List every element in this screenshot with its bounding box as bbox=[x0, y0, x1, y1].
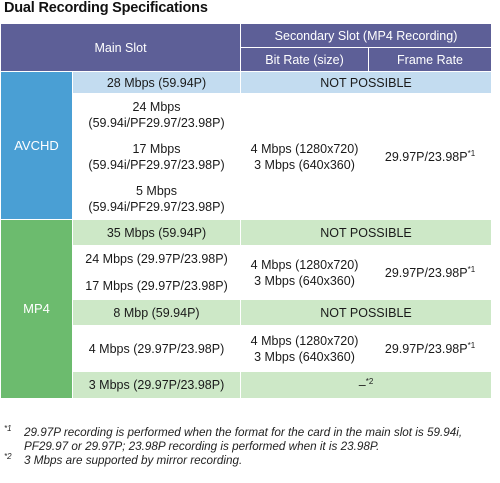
header-bit-rate: Bit Rate (size) bbox=[240, 47, 370, 72]
mp4-main-35: 35 Mbps (59.94P) bbox=[71, 219, 242, 246]
avchd-frame-rate: 29.97P/23.98P*1 bbox=[368, 93, 493, 220]
page-title: Dual Recording Specifications bbox=[4, 0, 208, 16]
mp4-group2-bitrate-720: 4 Mbps (1280x720) bbox=[250, 333, 359, 348]
footnote-2-marker: *2 bbox=[4, 452, 12, 462]
avchd-bitrate: 4 Mbps (1280x720) 3 Mbps (640x360) bbox=[240, 93, 370, 220]
avchd-secondary-not-possible: NOT POSSIBLE bbox=[240, 71, 493, 94]
footnote-1-mark: *1 bbox=[4, 424, 24, 454]
table-row: 24 Mbps (29.97P/23.98P) 4 Mbps (1280x720… bbox=[1, 245, 493, 300]
mp4-group1-frame-rate-value: 29.97P/23.98P bbox=[384, 265, 468, 280]
avchd-main-5: 5 Mbps (59.94i/PF29.97/23.98P) bbox=[71, 177, 242, 220]
table-row: 5 Mbps (59.94i/PF29.97/23.98P) bbox=[1, 177, 492, 220]
mp4-secondary-mirror-value: – bbox=[358, 378, 366, 392]
avchd-bitrate-720: 4 Mbps (1280x720) bbox=[250, 141, 359, 156]
avchd-label: AVCHD bbox=[0, 71, 73, 220]
mp4-main-4: 4 Mbps (29.97P/23.98P) bbox=[71, 325, 242, 372]
avchd-main-24-rate: 24 Mbps bbox=[132, 99, 181, 114]
mp4-main-3: 3 Mbps (29.97P/23.98P) bbox=[71, 371, 242, 399]
subheader-row: Bit Rate (size) Frame Rate bbox=[1, 47, 493, 72]
footnote-ref: *1 bbox=[467, 264, 476, 274]
table-row: 4 Mbps (29.97P/23.98P) 4 Mbps (1280x720)… bbox=[1, 325, 493, 372]
footnote-1-marker: *1 bbox=[4, 424, 12, 434]
mp4-group2-frame-rate-value: 29.97P/23.98P bbox=[384, 341, 468, 356]
avchd-main-5-rate: 5 Mbps bbox=[136, 183, 177, 198]
header-row: Main Slot Secondary Slot (MP4 Recording) bbox=[0, 23, 493, 72]
mp4-group2-bitrate-360: 3 Mbps (640x360) bbox=[254, 349, 355, 364]
header-frame-rate: Frame Rate bbox=[368, 47, 493, 72]
mp4-group1-frame-rate: 29.97P/23.98P*1 bbox=[368, 245, 493, 300]
avchd-main-5-formats: (59.94i/PF29.97/23.98P) bbox=[88, 199, 225, 214]
mp4-label: MP4 bbox=[0, 219, 73, 399]
mp4-secondary-not-possible-1: NOT POSSIBLE bbox=[240, 219, 493, 246]
footnote-2: *2 3 Mbps are supported by mirror record… bbox=[4, 452, 494, 468]
footnote-ref: *1 bbox=[467, 340, 476, 350]
footnote-1: *1 29.97P recording is performed when th… bbox=[4, 424, 494, 454]
specifications-table: Main Slot Secondary Slot (MP4 Recording)… bbox=[0, 23, 493, 399]
avchd-bitrate-360: 3 Mbps (640x360) bbox=[254, 157, 355, 172]
avchd-main-17-formats: (59.94i/PF29.97/23.98P) bbox=[88, 157, 225, 172]
table-row: 3 Mbps (29.97P/23.98P) –*2 bbox=[1, 371, 493, 399]
header-secondary-slot: Secondary Slot (MP4 Recording) bbox=[240, 23, 493, 48]
mp4-group1-bitrate-720: 4 Mbps (1280x720) bbox=[250, 257, 359, 272]
avchd-main-28: 28 Mbps (59.94P) bbox=[71, 71, 242, 94]
mp4-main-17: 17 Mbps (29.97P/23.98P) bbox=[71, 272, 242, 300]
avchd-main-24: 24 Mbps (59.94i/PF29.97/23.98P) bbox=[71, 93, 242, 136]
mp4-secondary-not-possible-2: NOT POSSIBLE bbox=[240, 299, 493, 326]
avchd-main-17-rate: 17 Mbps bbox=[132, 141, 181, 156]
footnotes: *1 29.97P recording is performed when th… bbox=[4, 424, 494, 468]
mp4-main-8: 8 Mbp (59.94P) bbox=[71, 299, 242, 326]
avchd-main-24-formats: (59.94i/PF29.97/23.98P) bbox=[88, 115, 225, 130]
table-row: 24 Mbps (59.94i/PF29.97/23.98P) 4 Mbps (… bbox=[1, 93, 493, 220]
footnote-ref: *1 bbox=[467, 148, 476, 158]
table-row: MP4 35 Mbps (59.94P) NOT POSSIBLE bbox=[0, 219, 493, 399]
mp4-main-24: 24 Mbps (29.97P/23.98P) bbox=[71, 245, 242, 273]
avchd-main-17: 17 Mbps (59.94i/PF29.97/23.98P) bbox=[71, 135, 242, 178]
avchd-frame-rate-value: 29.97P/23.98P bbox=[384, 149, 468, 164]
mp4-secondary-mirror: –*2 bbox=[240, 371, 493, 399]
footnote-ref: *2 bbox=[365, 376, 374, 386]
mp4-group2-frame-rate: 29.97P/23.98P*1 bbox=[368, 325, 493, 372]
footnote-2-mark: *2 bbox=[4, 452, 24, 468]
table-row: 17 Mbps (29.97P/23.98P) bbox=[1, 272, 492, 300]
mp4-group1-bitrate-360: 3 Mbps (640x360) bbox=[254, 273, 355, 288]
header-main-slot: Main Slot bbox=[0, 23, 242, 72]
footnote-1-text: 29.97P recording is performed when the f… bbox=[24, 426, 463, 453]
mp4-group2-bitrate: 4 Mbps (1280x720) 3 Mbps (640x360) bbox=[240, 325, 370, 372]
mp4-group1-bitrate: 4 Mbps (1280x720) 3 Mbps (640x360) bbox=[240, 245, 370, 300]
table-row: 8 Mbp (59.94P) NOT POSSIBLE bbox=[1, 299, 493, 326]
footnote-2-text: 3 Mbps are supported by mirror recording… bbox=[24, 454, 243, 467]
table-row: AVCHD 28 Mbps (59.94P) NOT POSSIBLE bbox=[0, 71, 493, 220]
